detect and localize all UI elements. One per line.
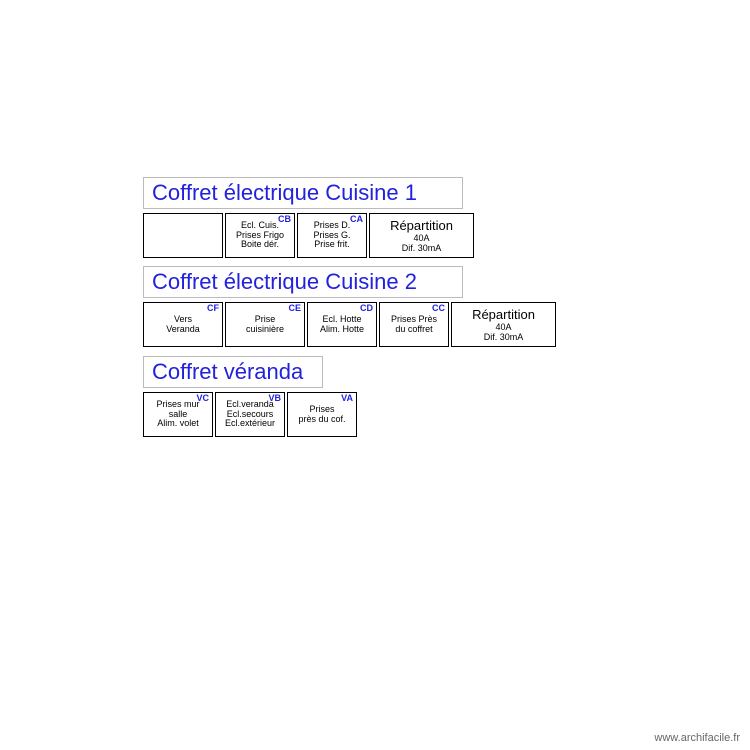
repartition-differential: Dif. 30mA [402,244,442,254]
panel2-cell-1: CEPrisecuisinière [225,302,305,347]
cell-line: près du cof. [298,415,345,425]
cell-line: Alim. volet [157,419,199,429]
panel1-cell-1: CBEcl. Cuis.Prises FrigoBoite dér. [225,213,295,258]
watermark: www.archifacile.fr [654,732,740,744]
cell-code: CB [278,215,291,225]
repartition-differential: Dif. 30mA [484,333,524,343]
cell-line: Alim. Hotte [320,325,364,335]
cell-code: CA [350,215,363,225]
panel1-cell-0 [143,213,223,258]
cell-code: CE [288,304,301,314]
cell-code: VC [196,394,209,404]
panel2-cell-0: CFVersVeranda [143,302,223,347]
panel1-cell-3: Répartition40ADif. 30mA [369,213,474,258]
panel3-cell-1: VBEcl.verandaEcl.secoursEcl.extérieur [215,392,285,437]
panel3-cell-0: VCPrises mursalleAlim. volet [143,392,213,437]
cell-code: CF [207,304,219,314]
panel-2-row: CFVersVerandaCEPrisecuisinièreCDEcl. Hot… [143,302,556,347]
cell-code: CC [432,304,445,314]
panel1-cell-2: CAPrises D.Prises G.Prise frit. [297,213,367,258]
cell-line: Boite dér. [241,240,279,250]
repartition-title: Répartition [390,219,453,233]
panel2-cell-3: CCPrises Prèsdu coffret [379,302,449,347]
cell-line: Prise frit. [314,240,350,250]
cell-code: VB [268,394,281,404]
cell-line: Veranda [166,325,200,335]
panel-1-title: Coffret électrique Cuisine 1 [143,177,463,209]
panel2-cell-2: CDEcl. HotteAlim. Hotte [307,302,377,347]
panel-3-row: VCPrises mursalleAlim. voletVBEcl.verand… [143,392,357,437]
panel3-cell-2: VAPrisesprès du cof. [287,392,357,437]
cell-line: cuisinière [246,325,284,335]
panel-3-title: Coffret véranda [143,356,323,388]
cell-line: du coffret [395,325,432,335]
cell-line: Ecl.extérieur [225,419,275,429]
panel-1-row: CBEcl. Cuis.Prises FrigoBoite dér.CAPris… [143,213,474,258]
panel-2-title: Coffret électrique Cuisine 2 [143,266,463,298]
cell-code: VA [341,394,353,404]
panel2-cell-4: Répartition40ADif. 30mA [451,302,556,347]
cell-code: CD [360,304,373,314]
diagram-canvas: Coffret électrique Cuisine 1 CBEcl. Cuis… [0,0,750,750]
repartition-title: Répartition [472,308,535,322]
